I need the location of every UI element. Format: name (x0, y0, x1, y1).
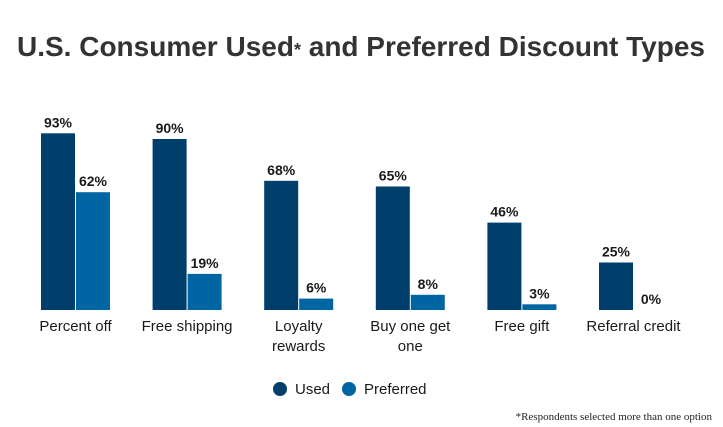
legend-swatch-preferred (342, 382, 356, 396)
chart-title-rest: and Preferred Discount Types (301, 31, 705, 62)
footnote: *Respondents selected more than one opti… (516, 411, 713, 423)
category-label-4: Free gift (494, 318, 550, 335)
chart-title: U.S. Consumer Used* and Preferred Discou… (17, 31, 705, 62)
bar-preferred-1 (187, 273, 222, 310)
category-label-3: Buy one get one (370, 318, 451, 355)
bar-preferred-0 (76, 192, 110, 310)
category-label-1: Free shipping (142, 318, 233, 335)
value-label-preferred-2: 6% (306, 280, 327, 296)
value-label-used-1: 90% (156, 120, 185, 136)
bar-used-0 (41, 133, 75, 310)
legend: Used Preferred (273, 381, 427, 398)
bar-preferred-3 (410, 294, 445, 310)
value-label-used-3: 65% (379, 168, 408, 184)
legend-label-used: Used (295, 381, 330, 398)
category-label-2: Loyalty rewards (272, 318, 325, 355)
value-label-used-5: 25% (602, 244, 631, 260)
bar-preferred-4 (522, 304, 557, 310)
value-label-used-2: 68% (267, 162, 296, 178)
legend-swatch-used (273, 382, 287, 396)
category-label-5: Referral credit (586, 318, 681, 335)
value-label-used-4: 46% (490, 204, 519, 220)
value-label-preferred-0: 62% (79, 173, 108, 189)
value-label-used-0: 93% (44, 114, 73, 130)
value-label-preferred-1: 19% (191, 255, 220, 271)
bars-group (41, 133, 633, 310)
chart-title-main: U.S. Consumer Used (17, 31, 294, 62)
bar-used-3 (375, 186, 410, 310)
category-labels-group: Percent off Free shipping Loyalty rewards Bu… (39, 318, 681, 355)
value-label-preferred-3: 8% (418, 276, 439, 292)
bar-preferred-2 (299, 298, 334, 310)
bar-used-2 (264, 180, 299, 310)
bar-used-1 (152, 139, 187, 310)
value-label-preferred-4: 3% (529, 285, 550, 301)
legend-label-preferred: Preferred (364, 381, 427, 398)
value-label-preferred-5: 0% (641, 291, 662, 307)
bar-used-4 (487, 222, 522, 310)
value-labels-group: 93% 62% 90% 19% 68% 6% 65% 8% 46% 3% 25% 0% (44, 114, 662, 307)
bar-used-5 (599, 262, 633, 310)
chart-title-star: * (294, 40, 301, 60)
category-label-0: Percent off (39, 318, 112, 335)
